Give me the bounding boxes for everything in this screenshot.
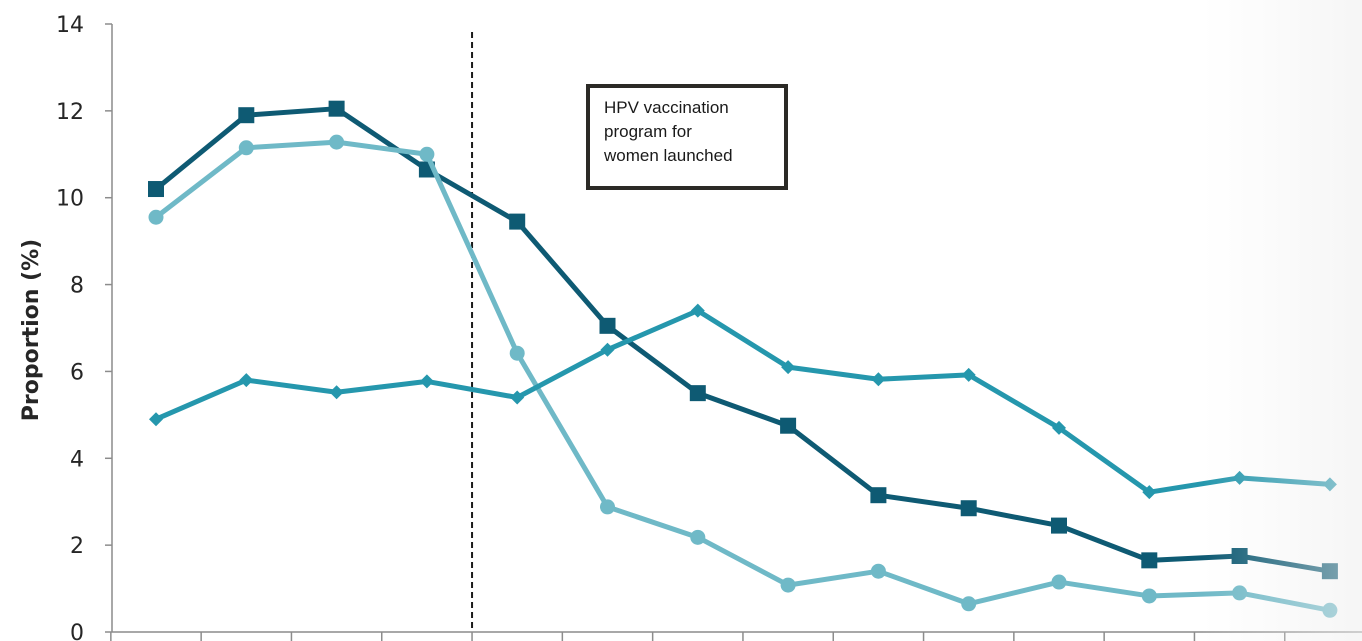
series-line	[156, 311, 1330, 493]
data-point-square	[1051, 518, 1067, 534]
y-tick-label: 6	[70, 360, 84, 385]
data-point-square	[509, 214, 525, 230]
y-tick-label: 4	[70, 447, 84, 472]
data-point-diamond	[239, 373, 253, 387]
data-point-diamond	[149, 412, 163, 426]
data-point-circle	[1052, 575, 1067, 590]
data-point-square	[961, 500, 977, 516]
data-point-square	[148, 181, 164, 197]
data-point-circle	[419, 147, 434, 162]
data-point-circle	[510, 346, 525, 361]
data-point-circle	[961, 596, 976, 611]
data-point-diamond	[330, 385, 344, 399]
data-point-square	[329, 101, 345, 117]
annotation-box: HPV vaccination program for women launch…	[586, 84, 788, 190]
data-point-circle	[871, 564, 886, 579]
data-point-circle	[329, 135, 344, 150]
data-point-square	[870, 487, 886, 503]
data-point-diamond	[1233, 471, 1247, 485]
series-diamond	[149, 304, 1337, 500]
data-point-circle	[149, 210, 164, 225]
y-tick-label: 12	[56, 100, 84, 125]
data-point-circle	[600, 499, 615, 514]
data-point-circle	[781, 578, 796, 593]
data-point-square	[1141, 552, 1157, 568]
data-point-square	[238, 107, 254, 123]
y-tick-label: 2	[70, 534, 84, 559]
data-point-diamond	[420, 374, 434, 388]
y-tick-label: 0	[70, 621, 84, 641]
data-point-circle	[1322, 603, 1337, 618]
data-point-square	[690, 385, 706, 401]
data-point-circle	[1232, 585, 1247, 600]
data-point-diamond	[1323, 477, 1337, 491]
data-point-circle	[1142, 588, 1157, 603]
y-axis-title: Proportion (%)	[19, 239, 44, 421]
data-point-diamond	[871, 372, 885, 386]
data-point-square	[1232, 548, 1248, 564]
y-tick-label: 8	[70, 274, 84, 299]
data-point-square	[600, 318, 616, 334]
data-point-square	[780, 418, 796, 434]
y-tick-label: 14	[56, 13, 84, 38]
data-point-circle	[239, 140, 254, 155]
series-circle	[149, 135, 1338, 618]
data-point-circle	[690, 530, 705, 545]
series-line	[156, 142, 1330, 610]
y-tick-label: 10	[56, 187, 84, 212]
annotation-text: HPV vaccination program for women launch…	[604, 96, 784, 168]
data-point-square	[1322, 563, 1338, 579]
